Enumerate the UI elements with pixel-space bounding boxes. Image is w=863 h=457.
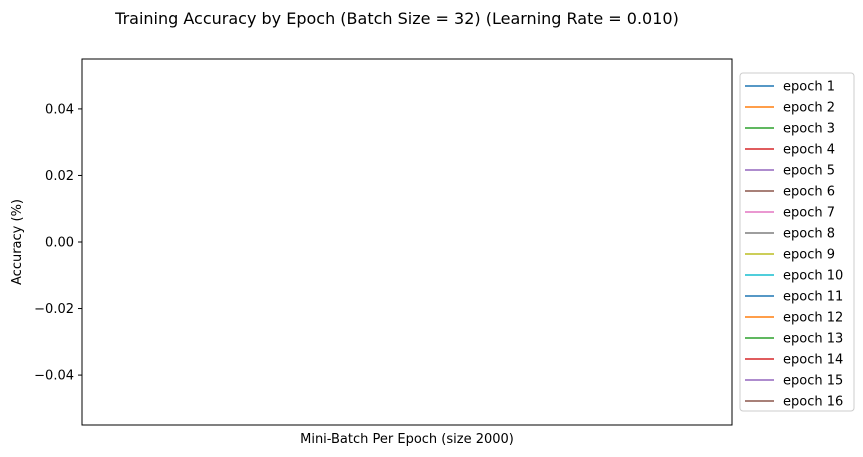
y-tick-label: 0.02 xyxy=(45,169,74,184)
legend-label: epoch 13 xyxy=(783,332,843,347)
legend-label: epoch 1 xyxy=(783,80,835,95)
legend-frame xyxy=(739,72,855,412)
legend-label: epoch 4 xyxy=(783,143,835,158)
legend-label: epoch 7 xyxy=(783,206,835,221)
y-axis-ticks: 0.04 0.02 0.00 −0.02 −0.04 xyxy=(34,102,82,384)
legend-label: epoch 9 xyxy=(783,248,835,263)
legend-label: epoch 11 xyxy=(783,290,843,305)
y-tick-label: 0.00 xyxy=(45,236,74,251)
legend-item: epoch 14 xyxy=(745,353,843,368)
plot-area xyxy=(81,58,733,426)
legend-label: epoch 16 xyxy=(783,395,843,410)
legend-item: epoch 13 xyxy=(745,332,843,347)
legend-label: epoch 12 xyxy=(783,311,843,326)
legend-item: epoch 10 xyxy=(745,269,843,284)
legend-item: epoch 4 xyxy=(745,143,835,158)
legend-label: epoch 3 xyxy=(783,122,835,137)
legend-item: epoch 7 xyxy=(745,206,835,221)
legend-label: epoch 2 xyxy=(783,101,835,116)
legend-label: epoch 10 xyxy=(783,269,843,284)
legend-item: epoch 1 xyxy=(745,80,835,95)
legend-item: epoch 8 xyxy=(745,227,835,242)
legend: epoch 1 epoch 2 epoch 3 epoch 4 epoch 5 epoch… xyxy=(739,72,855,412)
y-tick-label: 0.04 xyxy=(45,102,74,117)
legend-item: epoch 9 xyxy=(745,248,835,263)
legend-label: epoch 5 xyxy=(783,164,835,179)
y-axis-label: Accuracy (%) xyxy=(10,199,25,285)
legend-item: epoch 16 xyxy=(745,395,843,410)
legend-label: epoch 14 xyxy=(783,353,843,368)
y-tick-label: −0.04 xyxy=(34,369,74,384)
legend-item: epoch 6 xyxy=(745,185,835,200)
legend-label: epoch 6 xyxy=(783,185,835,200)
legend-item: epoch 5 xyxy=(745,164,835,179)
x-axis-label: Mini-Batch Per Epoch (size 2000) xyxy=(300,432,514,447)
legend-item: epoch 12 xyxy=(745,311,843,326)
legend-item: epoch 2 xyxy=(745,101,835,116)
legend-item: epoch 3 xyxy=(745,122,835,137)
chart-title: Training Accuracy by Epoch (Batch Size =… xyxy=(114,9,679,28)
legend-item: epoch 15 xyxy=(745,374,843,389)
legend-label: epoch 15 xyxy=(783,374,843,389)
y-tick-label: −0.02 xyxy=(34,302,74,317)
legend-item: epoch 11 xyxy=(745,290,843,305)
legend-label: epoch 8 xyxy=(783,227,835,242)
